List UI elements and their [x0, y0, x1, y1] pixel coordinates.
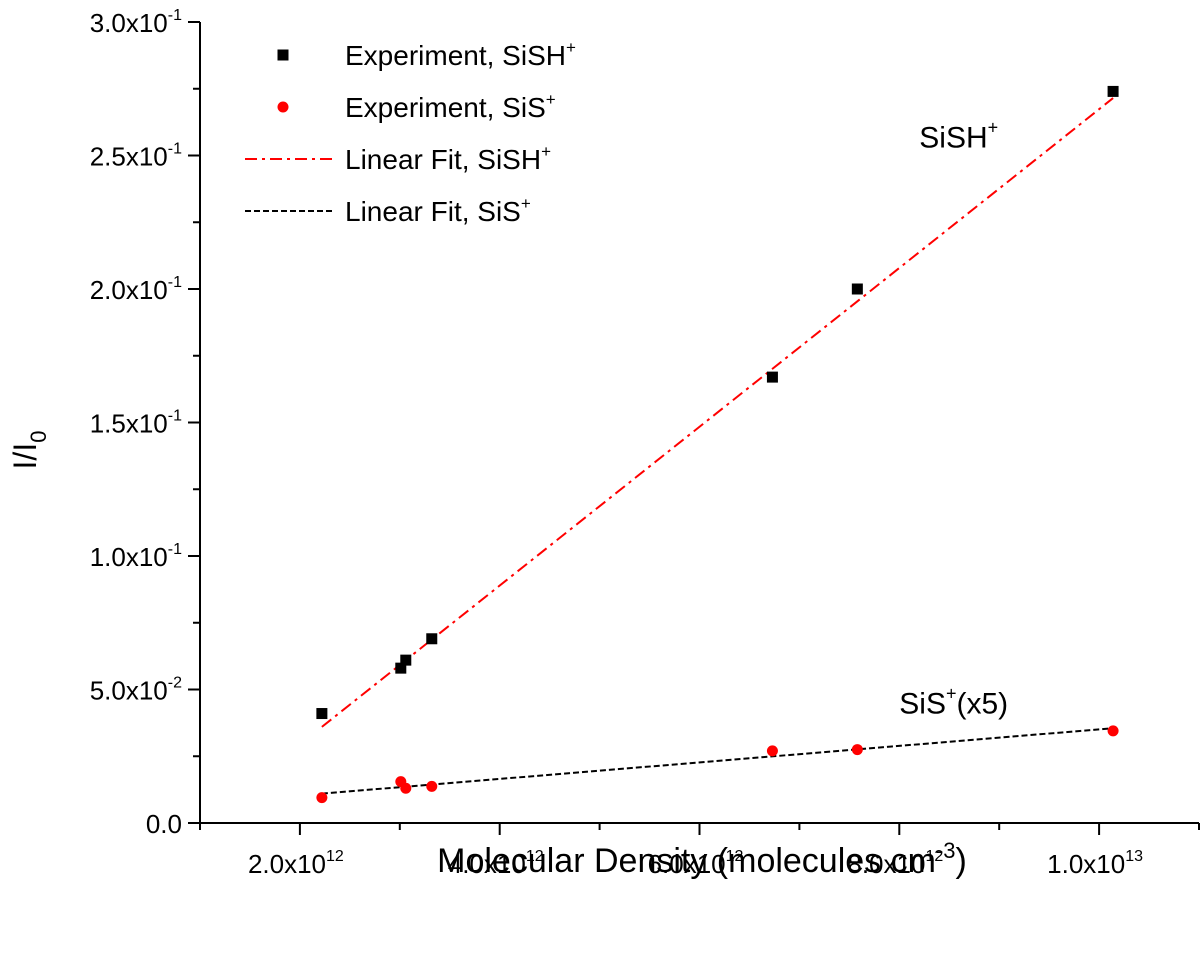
fit-lines-group: [321, 97, 1114, 795]
y-tick-label: 1.0x10-1: [90, 541, 182, 572]
fit-line: [321, 97, 1114, 728]
axes-group: 0.0 5.0x10-2 1.0x10-1 1.5x10-1 2.0x10-1 2.5x1…: [90, 7, 1200, 879]
series-annotation: SiS+(x5): [899, 684, 1008, 721]
data-point: [1107, 725, 1119, 737]
y-tick-label: 1.5x10-1: [90, 408, 182, 439]
legend-label: Linear Fit, SiSH+: [345, 142, 551, 175]
legend: Experiment, SiSH+ Experiment, SiS+ Linear …: [245, 38, 576, 227]
legend-label: Experiment, SiS+: [345, 90, 556, 123]
data-point: [395, 662, 407, 674]
legend-marker-swatch: [277, 101, 289, 113]
data-point: [766, 371, 778, 383]
y-tick-label: 2.5x10-1: [90, 141, 182, 172]
x-tick-label: 8.0x1012: [847, 848, 943, 879]
data-point: [426, 780, 438, 792]
data-point: [400, 782, 412, 794]
y-tick-label: 0.0: [146, 809, 182, 839]
data-point: [316, 792, 328, 804]
data-point: [851, 744, 863, 756]
data-point: [426, 633, 438, 645]
data-point: [400, 654, 412, 666]
legend-marker-swatch: [277, 49, 289, 61]
data-point: [851, 283, 863, 295]
legend-label: Experiment, SiSH+: [345, 38, 576, 71]
x-axis-label: Molecular Density (molecules cm-3): [437, 838, 967, 880]
data-point: [1107, 85, 1119, 97]
y-tick-label: 2.0x10-1: [90, 274, 182, 305]
y-tick-label: 3.0x10-1: [90, 7, 182, 38]
legend-label: Linear Fit, SiS+: [345, 194, 531, 227]
series-annotation: SiSH+: [919, 117, 998, 154]
fit-line: [321, 727, 1114, 795]
annotations-group: SiSH+ SiS+(x5): [899, 117, 1008, 720]
x-tick-label: 4.0x1012: [448, 848, 544, 879]
y-axis-label: I/I0: [7, 431, 51, 470]
markers-group: [316, 85, 1119, 804]
x-tick-label: 2.0x1012: [248, 848, 344, 879]
data-point: [766, 745, 778, 757]
x-tick-label: 1.0x1013: [1047, 848, 1143, 879]
data-point: [316, 708, 328, 720]
y-tick-label: 5.0x10-2: [90, 675, 182, 706]
x-tick-label: 6.0x1012: [648, 848, 744, 879]
